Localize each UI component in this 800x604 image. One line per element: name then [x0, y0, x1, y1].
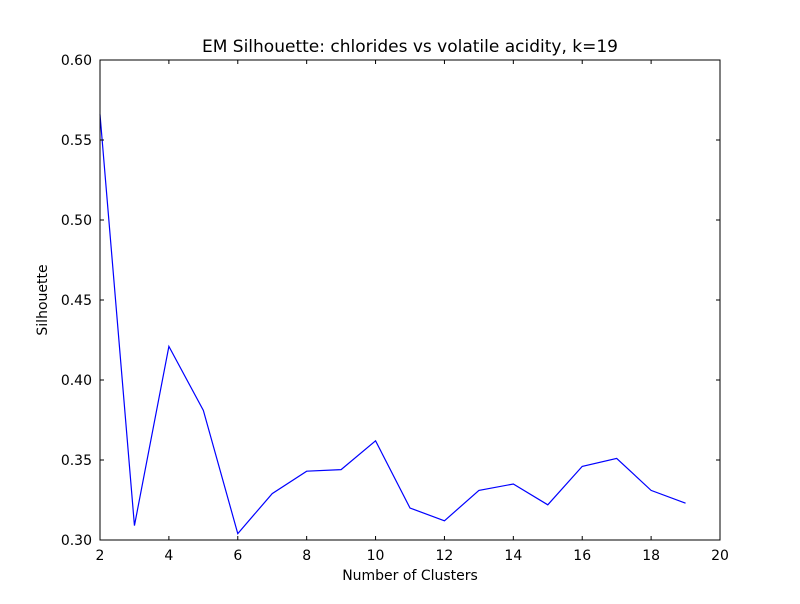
y-tick-label: 0.45 [61, 293, 92, 309]
data-point [374, 439, 377, 442]
data-point [305, 470, 308, 473]
data-point [271, 492, 274, 495]
data-point [133, 524, 136, 527]
y-tick-label: 0.60 [61, 53, 92, 69]
y-axis-label: Silhouette [35, 264, 51, 335]
data-point [684, 502, 687, 505]
data-point [581, 465, 584, 468]
x-tick-label: 2 [96, 548, 105, 564]
y-tick-label: 0.40 [61, 373, 92, 389]
y-tick-label: 0.35 [61, 453, 92, 469]
series-line [99, 114, 686, 535]
x-tick-label: 8 [302, 548, 311, 564]
data-point [546, 503, 549, 506]
y-tick-label: 0.50 [61, 213, 92, 229]
data-point [340, 468, 343, 471]
plot-area-frame [99, 59, 721, 541]
x-tick-label: 20 [711, 548, 729, 564]
data-point [409, 507, 412, 510]
chart-title: EM Silhouette: chlorides vs volatile aci… [202, 37, 618, 57]
data-point [202, 409, 205, 412]
x-tick-label: 6 [233, 548, 242, 564]
x-tick-label: 14 [504, 548, 522, 564]
x-tick-label: 4 [164, 548, 173, 564]
y-tick-label: 0.30 [61, 533, 92, 549]
x-tick-label: 10 [367, 548, 385, 564]
data-point [650, 489, 653, 492]
data-point [167, 345, 170, 348]
data-point [443, 519, 446, 522]
x-tick-label: 12 [436, 548, 454, 564]
data-point [615, 457, 618, 460]
y-tick-label: 0.55 [61, 133, 92, 149]
x-axis-label: Number of Clusters [342, 568, 478, 584]
data-point [477, 489, 480, 492]
x-tick-label: 16 [573, 548, 591, 564]
x-tick-label: 18 [642, 548, 660, 564]
data-point [236, 532, 239, 535]
data-point [512, 483, 515, 486]
